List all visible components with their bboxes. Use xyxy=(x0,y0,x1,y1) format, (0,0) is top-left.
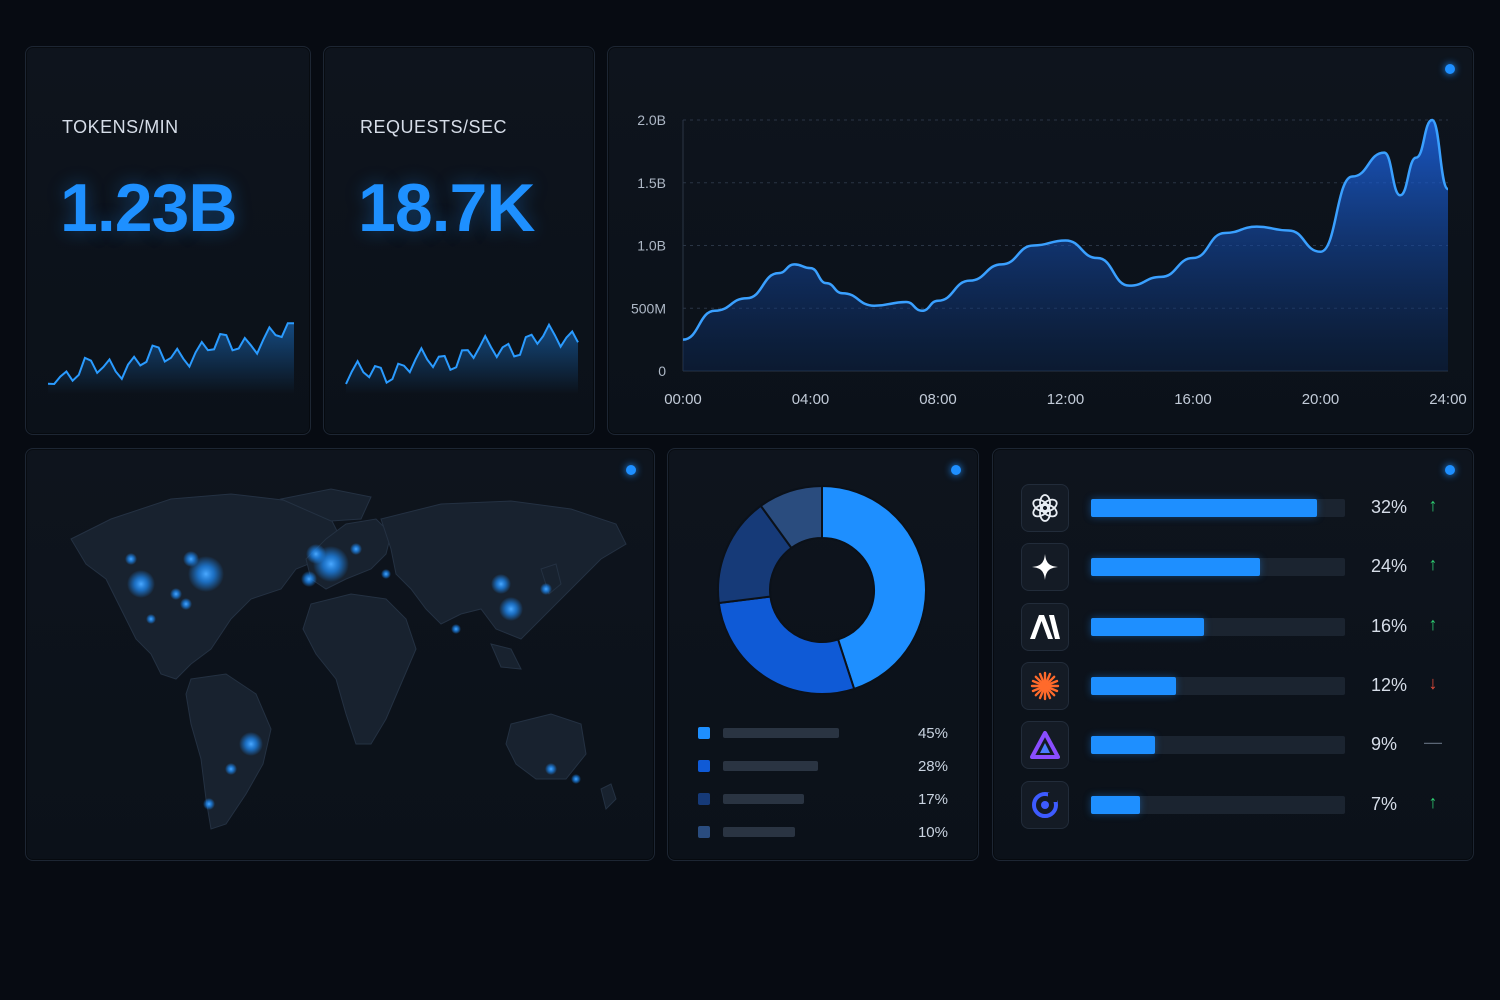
y-tick-label: 2.0B xyxy=(637,112,666,128)
sparkline-line xyxy=(345,322,579,385)
x-tick-label: 16:00 xyxy=(1174,391,1212,408)
legend-swatch xyxy=(698,793,710,805)
kpi-value: 1.23B xyxy=(60,170,237,246)
status-dot xyxy=(1445,64,1455,74)
sparkline xyxy=(345,322,579,394)
y-tick-label: 1.5B xyxy=(637,175,666,191)
share-bar-fill xyxy=(1091,676,1176,695)
throughput-chart-panel: 0 500M 1.0B 1.5B 2.0B 00:00 04:00 08:00 12:00 16:… xyxy=(607,46,1474,435)
donut-chart[interactable] xyxy=(668,449,980,709)
model-row[interactable]: 9% — xyxy=(1021,721,1451,770)
donut-slice xyxy=(821,484,927,691)
legend-percent: 28% xyxy=(917,758,948,775)
legend-swatch xyxy=(698,826,710,838)
sparkline-line xyxy=(47,322,294,386)
x-tick-label: 24:00 xyxy=(1429,391,1467,408)
share-bar-track xyxy=(1091,795,1345,814)
share-bar-track xyxy=(1091,558,1345,577)
world-map-panel xyxy=(25,448,655,861)
trend-up-icon: ↑ xyxy=(1428,613,1438,634)
trend-up-icon: ↑ xyxy=(1428,495,1438,515)
openai-icon xyxy=(1021,484,1069,532)
series-line xyxy=(682,118,1450,341)
status-dot xyxy=(951,465,961,475)
x-tick-label: 04:00 xyxy=(792,391,830,408)
throughput-area-chart[interactable]: 0 500M 1.0B 1.5B 2.0B 00:00 04:00 08:00 12:00 16:… xyxy=(608,47,1475,436)
share-percent: 32% xyxy=(1371,497,1408,517)
legend-swatch xyxy=(698,727,710,739)
status-dot xyxy=(1445,465,1455,475)
share-percent: 12% xyxy=(1371,674,1408,695)
anthropic-icon xyxy=(1021,602,1069,651)
world-map-icon[interactable] xyxy=(41,479,641,839)
legend-swatch xyxy=(698,760,710,772)
x-tick-label: 00:00 xyxy=(664,391,702,408)
x-tick-label: 20:00 xyxy=(1302,391,1340,408)
share-bar-fill xyxy=(1091,617,1204,636)
share-bar-fill xyxy=(1091,558,1261,577)
sparkle-icon xyxy=(1021,543,1069,592)
trend-up-icon: ↑ xyxy=(1428,791,1438,812)
kpi-label: REQUESTS/SEC xyxy=(360,117,508,137)
share-bar-fill xyxy=(1091,736,1155,755)
y-tick-label: 500M xyxy=(631,300,666,316)
donut-slice xyxy=(717,595,856,695)
model-row[interactable]: 7% ↑ xyxy=(1021,780,1451,829)
legend-label-placeholder xyxy=(723,728,839,738)
distribution-panel: 45% 28% 17% 10% xyxy=(667,448,979,861)
share-bar-fill xyxy=(1091,795,1141,814)
kpi-card-requests: REQUESTS/SEC 18.7K xyxy=(323,46,595,435)
share-percent: 16% xyxy=(1371,615,1408,636)
trend-flat-icon: — xyxy=(1424,732,1442,753)
share-percent: 7% xyxy=(1371,793,1398,814)
y-tick-label: 1.0B xyxy=(637,238,666,254)
legend-label-placeholder xyxy=(723,827,795,837)
status-dot xyxy=(626,465,636,475)
starburst-icon xyxy=(1021,661,1069,710)
donut-slice xyxy=(759,484,823,550)
share-bar-track xyxy=(1091,499,1345,517)
triangle-logo-icon xyxy=(1021,721,1069,770)
trend-down-icon: ↓ xyxy=(1428,672,1438,693)
kpi-label: TOKENS/MIN xyxy=(62,117,179,137)
legend-label-placeholder xyxy=(723,761,818,771)
legend-row: 28% xyxy=(698,758,948,775)
area-fill xyxy=(683,120,1448,371)
map-hotspots xyxy=(125,543,581,810)
model-row[interactable]: 16% ↑ xyxy=(1021,602,1451,651)
share-percent: 24% xyxy=(1371,556,1408,577)
legend-percent: 17% xyxy=(917,791,948,808)
x-tick-label: 08:00 xyxy=(919,391,957,408)
ring-logo-icon xyxy=(1021,780,1069,829)
model-share-panel: 32% ↑ 24% ↑ 16% ↑ 12% ↓ 9% — 7% ↑ xyxy=(992,448,1474,861)
legend-percent: 45% xyxy=(917,725,948,742)
sparkline xyxy=(47,322,294,394)
model-row[interactable]: 32% ↑ xyxy=(1021,484,1451,532)
share-bar-track xyxy=(1091,736,1345,755)
share-bar-fill xyxy=(1091,499,1317,517)
y-tick-label: 0 xyxy=(658,363,666,379)
kpi-card-tokens: TOKENS/MIN 1.23B xyxy=(25,46,311,435)
share-percent: 9% xyxy=(1371,734,1398,755)
legend-row: 17% xyxy=(698,791,948,808)
x-tick-label: 12:00 xyxy=(1047,391,1085,408)
share-bar-track xyxy=(1091,676,1345,695)
share-bar-track xyxy=(1091,617,1345,636)
model-row[interactable]: 24% ↑ xyxy=(1021,543,1451,592)
kpi-value: 18.7K xyxy=(358,170,535,246)
legend-percent: 10% xyxy=(917,824,948,841)
legend-row: 10% xyxy=(698,824,948,841)
trend-up-icon: ↑ xyxy=(1428,554,1438,575)
legend-row: 45% xyxy=(698,725,948,742)
model-row[interactable]: 12% ↓ xyxy=(1021,661,1451,710)
legend-label-placeholder xyxy=(723,794,804,804)
sparkline-area xyxy=(346,324,578,394)
